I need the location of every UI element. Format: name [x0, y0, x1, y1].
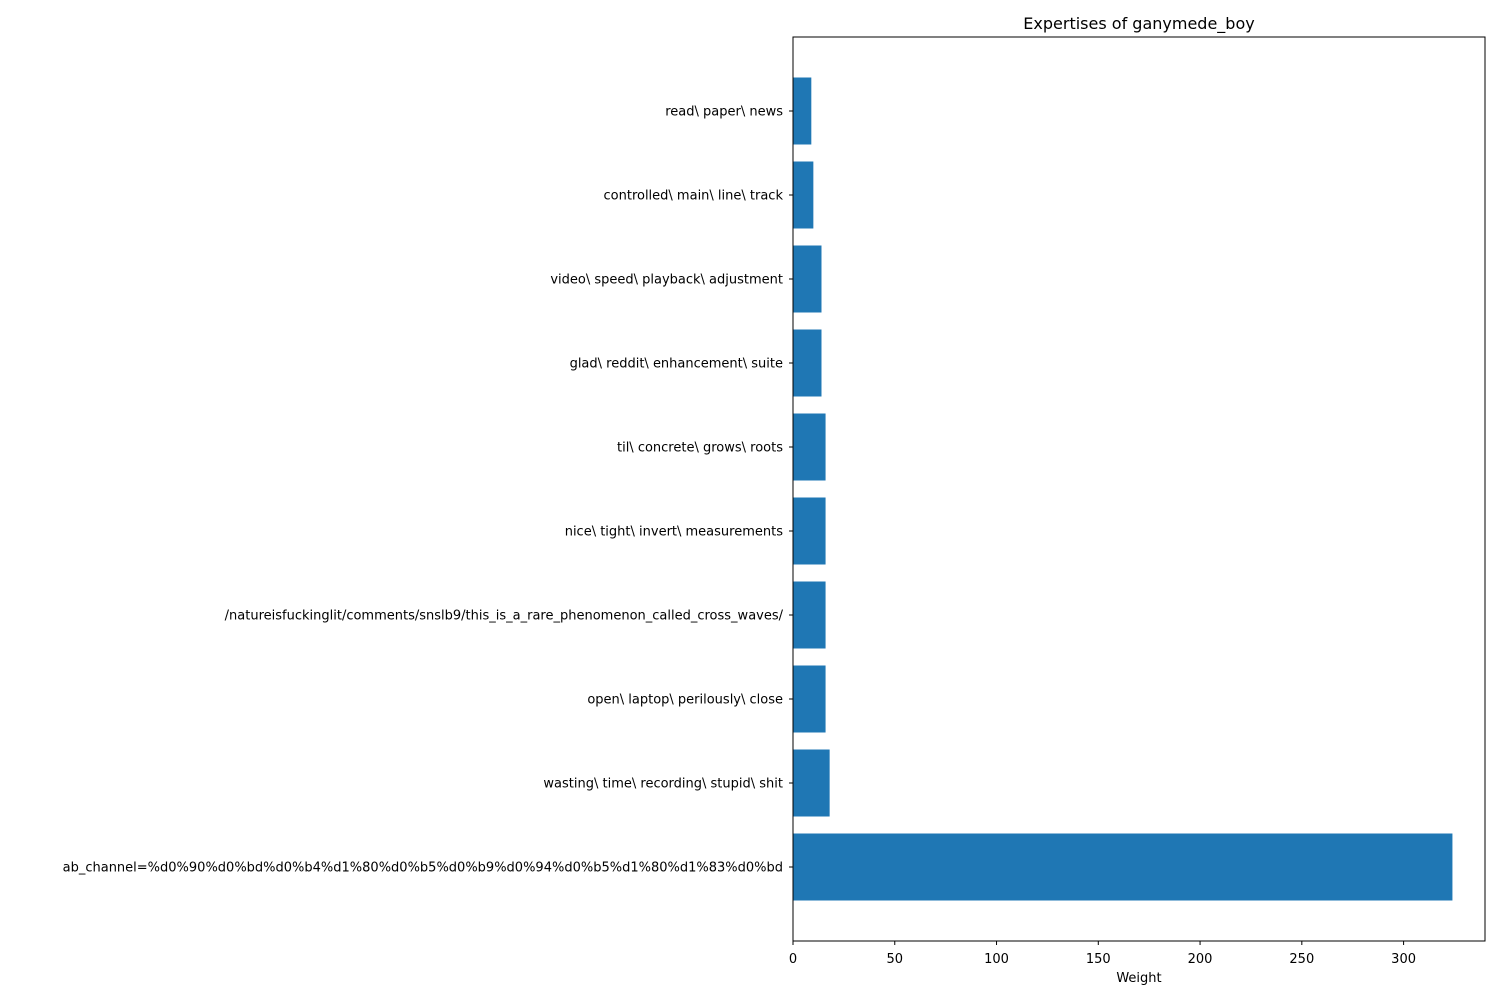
- y-tick-label: til\ concrete\ grows\ roots: [617, 441, 783, 456]
- y-tick-label: open\ laptop\ perilously\ close: [587, 693, 783, 708]
- y-tick-label: wasting\ time\ recording\ stupid\ shit: [543, 777, 783, 792]
- plot-frame: [792, 36, 1486, 942]
- x-tick-label: 50: [886, 952, 903, 967]
- y-tick-label: glad\ reddit\ enhancement\ suite: [570, 357, 783, 372]
- y-tick-label: read\ paper\ news: [665, 105, 783, 120]
- x-tick-label: 200: [1188, 952, 1213, 967]
- x-tick-label: 0: [789, 952, 797, 967]
- y-axis-ticks: ab_channel=%d0%90%d0%bd%d0%b4%d1%80%d0%b…: [63, 105, 793, 876]
- y-tick-label: nice\ tight\ invert\ measurements: [565, 525, 784, 540]
- bar-7: [793, 245, 822, 313]
- bar-5: [793, 413, 826, 481]
- x-axis-label: Weight: [1116, 971, 1161, 986]
- bars-group: [793, 77, 1453, 901]
- x-tick-label: 250: [1289, 952, 1314, 967]
- chart-title: Expertises of ganymede_boy: [1023, 14, 1254, 34]
- x-axis-ticks: 0 50 100 150 200 250 300: [789, 941, 1416, 967]
- y-tick-label: controlled\ main\ line\ track: [604, 189, 784, 204]
- bar-9: [793, 77, 812, 145]
- x-tick-label: 100: [984, 952, 1009, 967]
- y-tick-label: /natureisfuckinglit/comments/snslb9/this…: [225, 609, 784, 624]
- bar-3: [793, 581, 826, 649]
- bar-0: [793, 833, 1453, 901]
- x-tick-label: 150: [1086, 952, 1111, 967]
- y-tick-label: video\ speed\ playback\ adjustment: [550, 273, 783, 288]
- bar-4: [793, 497, 826, 565]
- bar-6: [793, 329, 822, 397]
- bar-8: [793, 161, 814, 229]
- x-tick-label: 300: [1391, 952, 1416, 967]
- y-tick-label: ab_channel=%d0%90%d0%bd%d0%b4%d1%80%d0%b…: [63, 861, 783, 876]
- bar-1: [793, 749, 830, 817]
- bar-2: [793, 665, 826, 733]
